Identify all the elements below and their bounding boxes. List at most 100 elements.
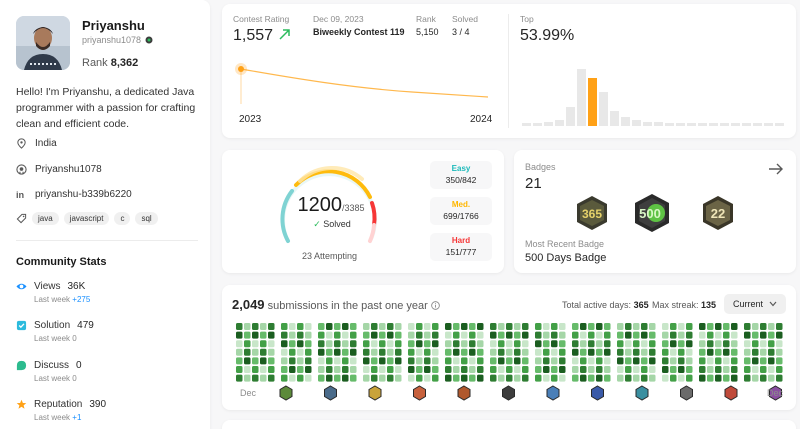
- heatmap-cell[interactable]: [768, 374, 775, 382]
- heatmap-cell[interactable]: [252, 348, 259, 356]
- heatmap-cell[interactable]: [268, 374, 275, 382]
- heatmap-cell[interactable]: [596, 340, 603, 348]
- heatmap-cell[interactable]: [244, 323, 251, 330]
- heatmap-cell[interactable]: [461, 323, 468, 330]
- heatmap-cell[interactable]: [670, 323, 677, 330]
- heatmap-cell[interactable]: [498, 366, 505, 373]
- heatmap-cell[interactable]: [588, 357, 595, 365]
- heatmap-cell[interactable]: [723, 357, 730, 365]
- heatmap-cell[interactable]: [326, 340, 333, 348]
- heatmap-cell[interactable]: [625, 357, 632, 365]
- heatmap-cell[interactable]: [289, 366, 296, 373]
- heatmap-cell[interactable]: [522, 374, 529, 382]
- heatmap-cell[interactable]: [350, 374, 357, 382]
- heatmap-cell[interactable]: [731, 366, 738, 373]
- heatmap-cell[interactable]: [559, 340, 566, 348]
- heatmap-cell[interactable]: [514, 357, 521, 365]
- heatmap-cell[interactable]: [342, 374, 349, 382]
- heatmap-cell[interactable]: [588, 340, 595, 348]
- heatmap-cell[interactable]: [363, 357, 370, 365]
- heatmap-cell[interactable]: [490, 348, 497, 356]
- heatmap-cell[interactable]: [551, 331, 558, 339]
- heatmap-cell[interactable]: [572, 357, 579, 365]
- heatmap-cell[interactable]: [559, 331, 566, 339]
- heatmap-cell[interactable]: [617, 374, 624, 382]
- heatmap-cell[interactable]: [498, 323, 505, 330]
- heatmap-cell[interactable]: [535, 323, 542, 330]
- heatmap-cell[interactable]: [244, 348, 251, 356]
- heatmap-cell[interactable]: [236, 331, 243, 339]
- heatmap-cell[interactable]: [776, 374, 783, 382]
- submission-heatmap[interactable]: [234, 323, 786, 385]
- heatmap-cell[interactable]: [572, 374, 579, 382]
- heatmap-cell[interactable]: [432, 331, 439, 339]
- heatmap-cell[interactable]: [535, 366, 542, 373]
- heatmap-cell[interactable]: [670, 374, 677, 382]
- heatmap-cell[interactable]: [469, 323, 476, 330]
- heatmap-cell[interactable]: [408, 366, 415, 373]
- heatmap-cell[interactable]: [633, 374, 640, 382]
- heatmap-cell[interactable]: [342, 366, 349, 373]
- heatmap-cell[interactable]: [326, 374, 333, 382]
- heatmap-cell[interactable]: [363, 366, 370, 373]
- monthly-badge-icon[interactable]: [413, 385, 426, 401]
- heatmap-cell[interactable]: [289, 374, 296, 382]
- heatmap-cell[interactable]: [244, 340, 251, 348]
- heatmap-cell[interactable]: [670, 340, 677, 348]
- heatmap-cell[interactable]: [596, 366, 603, 373]
- heatmap-cell[interactable]: [461, 374, 468, 382]
- heatmap-cell[interactable]: [318, 357, 325, 365]
- heatmap-cell[interactable]: [469, 374, 476, 382]
- heatmap-cell[interactable]: [715, 357, 722, 365]
- heatmap-cell[interactable]: [379, 374, 386, 382]
- heatmap-cell[interactable]: [572, 331, 579, 339]
- heatmap-cell[interactable]: [776, 323, 783, 330]
- heatmap-cell[interactable]: [535, 331, 542, 339]
- heatmap-cell[interactable]: [453, 357, 460, 365]
- heatmap-cell[interactable]: [395, 357, 402, 365]
- heatmap-cell[interactable]: [604, 323, 611, 330]
- heatmap-cell[interactable]: [588, 366, 595, 373]
- heatmap-cell[interactable]: [633, 331, 640, 339]
- badge-icon[interactable]: 365: [574, 194, 610, 232]
- heatmap-cell[interactable]: [379, 331, 386, 339]
- heatmap-cell[interactable]: [334, 366, 341, 373]
- heatmap-cell[interactable]: [580, 366, 587, 373]
- monthly-badge-icon[interactable]: [769, 385, 782, 401]
- heatmap-cell[interactable]: [297, 331, 304, 339]
- heatmap-cell[interactable]: [477, 331, 484, 339]
- heatmap-cell[interactable]: [572, 348, 579, 356]
- heatmap-cell[interactable]: [318, 331, 325, 339]
- heatmap-cell[interactable]: [543, 357, 550, 365]
- heatmap-cell[interactable]: [572, 340, 579, 348]
- heatmap-cell[interactable]: [297, 340, 304, 348]
- heatmap-cell[interactable]: [498, 340, 505, 348]
- heatmap-cell[interactable]: [641, 374, 648, 382]
- heatmap-cell[interactable]: [686, 348, 693, 356]
- heatmap-cell[interactable]: [498, 374, 505, 382]
- badge-icon[interactable]: 500: [632, 192, 672, 234]
- heatmap-cell[interactable]: [445, 340, 452, 348]
- heatmap-cell[interactable]: [371, 374, 378, 382]
- heatmap-cell[interactable]: [633, 323, 640, 330]
- heatmap-cell[interactable]: [699, 331, 706, 339]
- heatmap-cell[interactable]: [477, 348, 484, 356]
- github-link[interactable]: Priyanshu1078: [35, 164, 102, 175]
- heatmap-cell[interactable]: [670, 331, 677, 339]
- heatmap-cell[interactable]: [752, 331, 759, 339]
- heatmap-cell[interactable]: [604, 357, 611, 365]
- heatmap-cell[interactable]: [760, 323, 767, 330]
- heatmap-cell[interactable]: [776, 357, 783, 365]
- heatmap-cell[interactable]: [588, 348, 595, 356]
- heatmap-cell[interactable]: [363, 323, 370, 330]
- heatmap-cell[interactable]: [760, 374, 767, 382]
- heatmap-cell[interactable]: [387, 357, 394, 365]
- heatmap-cell[interactable]: [543, 348, 550, 356]
- heatmap-cell[interactable]: [252, 366, 259, 373]
- heatmap-cell[interactable]: [707, 374, 714, 382]
- heatmap-cell[interactable]: [318, 323, 325, 330]
- heatmap-cell[interactable]: [580, 357, 587, 365]
- heatmap-cell[interactable]: [514, 331, 521, 339]
- heatmap-cell[interactable]: [596, 323, 603, 330]
- heatmap-cell[interactable]: [535, 340, 542, 348]
